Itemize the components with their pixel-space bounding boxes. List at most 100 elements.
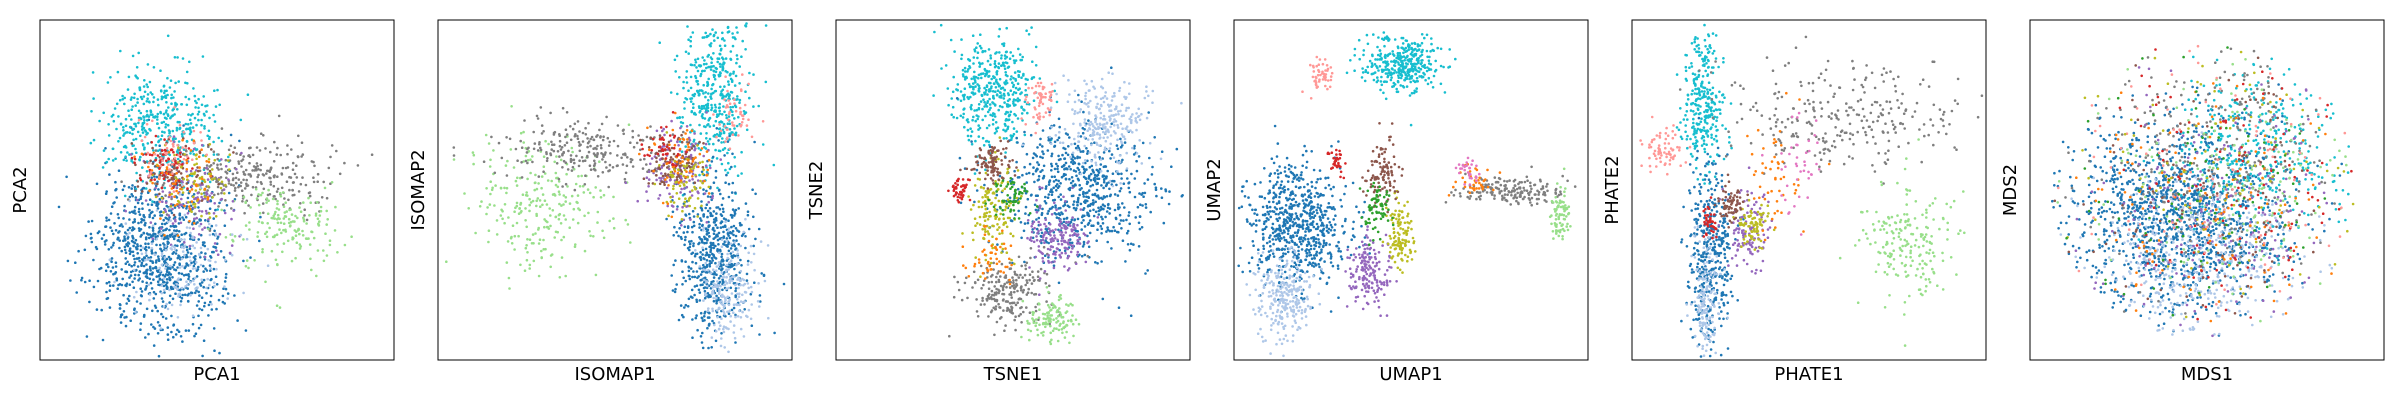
data-point xyxy=(699,335,703,338)
data-point xyxy=(639,158,642,162)
data-point xyxy=(278,228,281,231)
data-point xyxy=(307,196,310,200)
data-point xyxy=(279,221,283,225)
data-point xyxy=(706,140,710,143)
data-point xyxy=(514,179,518,183)
data-point xyxy=(979,62,982,66)
data-point xyxy=(212,212,216,215)
data-point xyxy=(578,185,582,188)
data-point xyxy=(712,52,715,55)
data-point xyxy=(730,225,733,229)
data-point xyxy=(717,114,720,117)
data-point xyxy=(710,92,713,96)
data-point xyxy=(148,298,151,302)
data-point xyxy=(989,113,992,117)
data-point xyxy=(178,127,181,131)
data-point xyxy=(1031,76,1034,79)
data-point xyxy=(966,118,969,121)
data-point xyxy=(160,284,164,287)
data-point xyxy=(145,307,149,311)
data-point xyxy=(700,209,704,212)
data-point xyxy=(194,267,197,270)
data-point xyxy=(249,206,252,209)
data-point xyxy=(154,222,157,226)
data-point xyxy=(740,264,743,267)
data-point xyxy=(117,236,120,240)
data-point xyxy=(560,238,563,242)
data-point xyxy=(228,168,231,171)
data-point xyxy=(1019,92,1022,96)
data-point xyxy=(174,252,178,255)
data-point xyxy=(1016,117,1020,120)
data-point xyxy=(1003,94,1006,97)
data-point xyxy=(162,288,166,292)
data-point xyxy=(216,185,220,189)
data-point xyxy=(224,158,228,162)
data-point xyxy=(600,122,604,126)
data-point xyxy=(158,167,161,170)
data-point xyxy=(699,273,703,276)
data-point xyxy=(250,193,253,197)
data-point xyxy=(980,93,984,97)
data-point xyxy=(197,265,200,269)
data-point xyxy=(718,288,721,291)
data-point xyxy=(152,325,155,329)
data-point xyxy=(145,281,148,285)
data-point xyxy=(162,173,165,177)
data-point xyxy=(107,248,111,251)
data-point xyxy=(227,178,230,181)
data-point xyxy=(146,93,150,96)
data-point xyxy=(692,242,695,245)
data-point xyxy=(136,130,140,134)
data-point xyxy=(576,194,580,197)
data-point xyxy=(148,213,151,217)
data-point xyxy=(667,167,671,171)
data-point xyxy=(170,248,174,251)
data-point xyxy=(711,83,714,87)
data-point xyxy=(115,127,118,131)
data-point xyxy=(741,117,745,121)
data-point xyxy=(275,153,279,156)
data-point xyxy=(168,233,172,237)
data-point xyxy=(174,160,177,163)
data-point xyxy=(625,164,629,168)
data-point xyxy=(154,143,158,147)
data-point xyxy=(181,138,184,142)
data-point xyxy=(572,167,576,171)
data-point xyxy=(184,273,188,277)
data-point xyxy=(703,69,706,73)
data-point xyxy=(707,185,711,189)
data-point xyxy=(736,256,740,259)
data-point xyxy=(199,233,203,237)
data-point xyxy=(564,196,568,199)
data-point xyxy=(695,284,699,288)
data-point xyxy=(105,160,109,164)
data-point xyxy=(685,181,688,184)
data-point xyxy=(728,147,732,150)
data-point xyxy=(195,123,198,127)
data-point xyxy=(1002,137,1006,140)
data-point xyxy=(289,208,292,211)
data-point xyxy=(714,330,718,333)
data-point xyxy=(724,168,727,172)
data-point xyxy=(526,238,529,241)
data-point xyxy=(153,253,157,256)
data-point xyxy=(257,193,260,196)
data-point xyxy=(520,176,524,179)
data-point xyxy=(998,51,1001,54)
data-point xyxy=(109,270,113,273)
data-point xyxy=(531,233,535,236)
data-point xyxy=(197,238,200,241)
data-point xyxy=(537,175,541,178)
data-point xyxy=(173,157,177,160)
data-point xyxy=(663,133,666,137)
data-point xyxy=(118,224,122,228)
data-point xyxy=(195,304,199,307)
data-point xyxy=(641,147,644,151)
data-point xyxy=(191,167,194,170)
data-point xyxy=(138,158,141,161)
data-point xyxy=(149,259,152,263)
data-point xyxy=(158,324,161,327)
data-point xyxy=(185,182,189,185)
data-point xyxy=(522,130,525,134)
